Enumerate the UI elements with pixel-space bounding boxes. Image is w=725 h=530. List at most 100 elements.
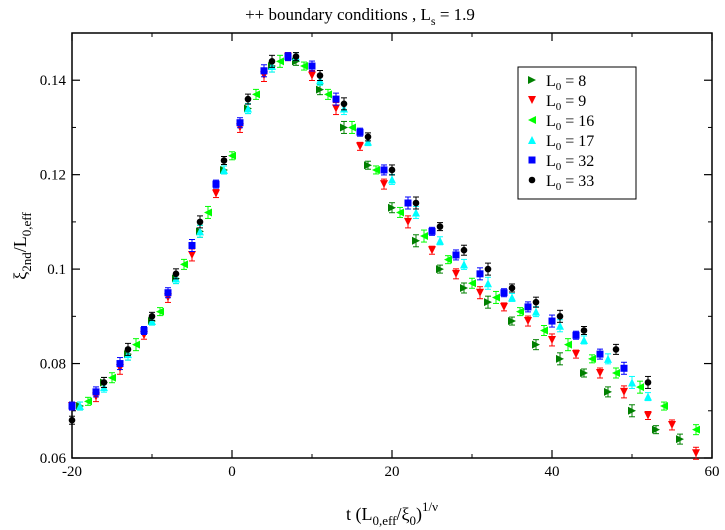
data-point <box>252 90 260 99</box>
data-point <box>556 321 564 330</box>
data-point <box>332 104 340 113</box>
data-point <box>444 255 452 264</box>
data-point <box>636 383 644 392</box>
data-point <box>388 203 396 212</box>
data-point <box>300 62 308 71</box>
data-point <box>332 95 340 103</box>
data-point <box>308 71 316 80</box>
y-tick-label: 0.06 <box>40 451 67 467</box>
legend-marker <box>528 76 536 84</box>
data-point <box>436 236 444 245</box>
data-point <box>524 303 532 311</box>
data-point <box>348 123 356 132</box>
data-point <box>612 369 620 377</box>
data-point <box>604 387 612 396</box>
x-label-c: ) <box>416 504 422 525</box>
data-point <box>620 364 628 372</box>
data-point <box>68 416 76 424</box>
data-series <box>68 52 700 460</box>
data-point <box>292 53 300 60</box>
data-point <box>676 435 684 444</box>
data-point <box>468 279 476 288</box>
data-point <box>644 411 652 420</box>
data-point <box>476 288 484 297</box>
data-point <box>508 284 516 292</box>
data-point <box>572 350 580 359</box>
data-point <box>644 392 652 401</box>
data-point <box>92 388 100 396</box>
data-point <box>356 128 364 136</box>
data-point <box>644 379 652 386</box>
legend-marker <box>528 156 536 164</box>
data-point <box>228 151 236 160</box>
data-point <box>220 165 228 174</box>
data-point <box>604 354 612 363</box>
data-point <box>212 180 220 188</box>
series-1 <box>68 52 700 460</box>
data-point <box>388 175 396 184</box>
data-point <box>364 161 372 170</box>
data-point <box>452 269 460 278</box>
data-point <box>316 72 324 79</box>
data-point <box>356 142 364 151</box>
data-point <box>140 327 148 334</box>
data-point <box>148 317 156 326</box>
series-4 <box>68 52 628 411</box>
data-point <box>124 346 132 353</box>
data-point <box>188 242 196 249</box>
data-point <box>172 270 180 278</box>
data-point <box>484 279 492 288</box>
data-point <box>236 119 244 127</box>
data-point <box>180 260 188 269</box>
data-point <box>196 218 204 226</box>
data-point <box>308 62 316 70</box>
legend-label: L0 = 8 <box>546 73 586 93</box>
legend-marker <box>528 96 536 104</box>
data-point <box>340 123 348 132</box>
legend-marker <box>528 176 536 184</box>
y-tick-label: 0.14 <box>40 73 67 89</box>
data-point <box>396 208 404 217</box>
y-label-sub2: 0,eff <box>19 212 34 237</box>
data-point <box>108 373 116 382</box>
data-point <box>428 227 436 235</box>
data-point <box>668 420 676 429</box>
data-point <box>260 67 268 75</box>
x-tick-label: 20 <box>385 464 400 480</box>
data-point <box>476 270 484 278</box>
y-tick-label: 0.1 <box>47 262 66 278</box>
data-point <box>564 340 572 349</box>
data-point <box>612 346 620 353</box>
data-point <box>628 378 636 387</box>
data-point <box>452 251 460 259</box>
chart-title-prefix: ++ boundary conditions , L <box>245 5 431 24</box>
data-point <box>132 340 140 349</box>
data-point <box>460 284 468 292</box>
data-point <box>580 335 588 344</box>
data-point <box>508 293 516 302</box>
data-point <box>100 379 108 386</box>
data-point <box>188 250 196 259</box>
data-point <box>532 298 540 306</box>
chart-title-sub: s <box>431 14 436 28</box>
series-3 <box>76 52 652 411</box>
x-axis-label: t (L0,eff/ξ0)1/ν <box>346 499 438 528</box>
data-point <box>516 307 524 316</box>
y-axis-label: ξ2nd/L0,eff <box>10 212 34 280</box>
data-point <box>524 317 532 326</box>
legend-label: L0 = 33 <box>546 173 594 193</box>
y-label-sub1: 2nd <box>19 252 34 272</box>
data-point <box>692 425 700 434</box>
data-point <box>596 350 604 358</box>
legend-label: L0 = 9 <box>546 93 586 113</box>
data-point <box>244 104 252 113</box>
data-point <box>692 449 700 458</box>
data-point <box>660 402 668 411</box>
x-label-b-sub: 0 <box>409 513 416 528</box>
legend-box <box>517 66 637 200</box>
data-point <box>420 232 428 241</box>
series-2 <box>84 54 700 436</box>
data-point <box>548 317 556 325</box>
data-point <box>588 354 596 363</box>
data-point <box>508 317 516 326</box>
